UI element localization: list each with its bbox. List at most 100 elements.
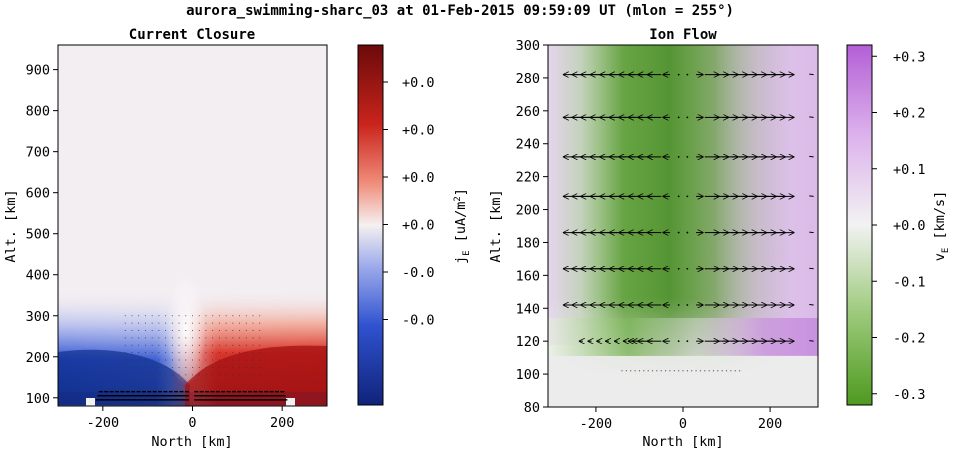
- current-closure-vector: [185, 366, 187, 368]
- current-closure-vector: [212, 374, 214, 376]
- current-closure-vector: [225, 344, 227, 346]
- ion-flow-vector: [677, 304, 680, 306]
- ion-flow-colorbar-tick-label: -0.2: [893, 331, 926, 347]
- current-closure-vector: [225, 366, 227, 368]
- current-closure-vector: [178, 352, 180, 354]
- current-closure-vector: [171, 352, 173, 354]
- current-closure-vector: [158, 344, 160, 346]
- current-closure-vector: [245, 374, 247, 376]
- current-closure-vector: [232, 359, 234, 361]
- ion-flow-vector: [677, 340, 680, 343]
- current-closure-vector: [212, 352, 214, 354]
- current-closure-vector: [225, 359, 227, 361]
- current-closure-vector: [151, 344, 153, 346]
- current-closure-vector: [124, 374, 126, 376]
- current-closure-vector: [131, 337, 133, 339]
- current-closure-colorbar: +0.0 +0.0 +0.0 +0.0 -0.0 -0.0 jE [uA/m2]: [357, 44, 472, 406]
- current-closure-vector: [198, 359, 200, 361]
- current-closure-vector: [158, 366, 160, 368]
- ion-flow-vector: [673, 370, 675, 372]
- current-closure-vector: [232, 322, 234, 324]
- ion-flow-vector: [651, 370, 654, 372]
- current-closure-vector: [144, 374, 146, 376]
- ion-flow-vector: [699, 370, 702, 372]
- ion-flow-ylabel: Alt. [km]: [488, 189, 504, 262]
- ion-flow-vector: [630, 370, 632, 372]
- current-closure-vector: [259, 366, 261, 368]
- current-closure-vector: [252, 344, 254, 346]
- current-closure-title: Current Closure: [129, 27, 255, 43]
- current-closure-vector: [124, 337, 126, 339]
- current-closure-vector: [198, 337, 200, 339]
- current-closure-vector: [192, 359, 193, 361]
- current-closure-vector: [171, 374, 173, 376]
- ion-flow-ytick-label: 280: [516, 71, 540, 87]
- ion-flow-vector: [664, 370, 667, 372]
- ion-flow-vector: [686, 73, 689, 76]
- current-closure-colorbar-tick-label: -0.0: [402, 313, 435, 329]
- current-closure-vector: [178, 315, 180, 317]
- current-closure-vector: [185, 374, 187, 376]
- ion-flow-colorbar-tick-label: +0.1: [893, 162, 926, 178]
- current-closure-vector: [138, 374, 140, 376]
- current-closure-vector: [218, 322, 220, 324]
- current-closure-quiver: [95, 315, 288, 401]
- ion-flow-vector: [678, 370, 680, 372]
- current-closure-vector: [138, 352, 140, 354]
- current-closure-vector: [165, 337, 167, 339]
- current-closure-vector: [232, 374, 234, 376]
- current-closure-vector: [239, 374, 241, 376]
- current-closure-ytick-label: 800: [26, 104, 50, 120]
- current-closure-vector: [259, 359, 261, 361]
- ion-flow-ytick-label: 220: [516, 170, 540, 186]
- current-closure-vector: [131, 366, 133, 368]
- current-closure-vector: [198, 322, 200, 324]
- current-closure-vector: [151, 315, 153, 317]
- current-closure-vector: [158, 374, 160, 376]
- current-closure-vector: [151, 374, 153, 376]
- ion-flow-vector: [686, 370, 688, 372]
- current-closure-ytick-label: 100: [26, 391, 50, 407]
- current-closure-vector: [239, 352, 241, 354]
- current-closure-vector: [239, 359, 241, 361]
- ion-flow-vector: [677, 155, 680, 158]
- ion-flow-heatmap: [548, 45, 818, 407]
- current-closure-vector: [218, 366, 220, 368]
- current-closure-vector: [144, 352, 146, 354]
- current-closure-vector: [138, 315, 140, 317]
- current-closure-vector: [185, 352, 187, 354]
- current-closure-vector: [252, 359, 254, 361]
- current-closure-vector: [171, 344, 173, 346]
- ion-flow-vector: [686, 195, 689, 198]
- current-closure-vector: [218, 352, 220, 354]
- current-closure-vector: [232, 366, 234, 368]
- ion-flow-ytick-label: 160: [516, 268, 540, 284]
- ion-flow-panel: Ion Flow 80 100 120 140 160 180 200 220 240 260 28…: [488, 27, 951, 450]
- ion-flow-vector: [677, 73, 680, 76]
- ion-flow-xtick-label: 0: [679, 416, 687, 432]
- ion-flow-ytick-label: 80: [524, 400, 540, 416]
- current-closure-vector: [185, 315, 187, 317]
- current-closure-vector: [259, 374, 261, 376]
- current-closure-vector: [144, 344, 146, 346]
- current-closure-vector: [151, 352, 153, 354]
- ion-flow-colorbar-tick-label: -0.1: [893, 274, 926, 290]
- current-closure-vector: [144, 359, 146, 361]
- current-closure-vector: [171, 359, 173, 361]
- ion-flow-vector: [625, 370, 627, 372]
- current-closure-vector: [165, 359, 167, 361]
- ion-flow-vector: [809, 231, 814, 234]
- current-closure-vector: [259, 352, 261, 354]
- current-closure-vector: [171, 322, 173, 324]
- current-closure-vector: [124, 315, 126, 317]
- current-closure-vector: [239, 366, 241, 368]
- current-closure-vector: [192, 352, 193, 354]
- current-closure-vector: [151, 330, 153, 332]
- ion-flow-ytick-label: 100: [516, 367, 540, 383]
- ion-flow-vector: [686, 231, 689, 234]
- current-closure-vector: [158, 337, 160, 339]
- current-closure-vector: [212, 359, 214, 361]
- ion-flow-title: Ion Flow: [649, 27, 717, 43]
- current-closure-vector: [259, 315, 261, 317]
- current-closure-xlabel: North [km]: [151, 434, 232, 450]
